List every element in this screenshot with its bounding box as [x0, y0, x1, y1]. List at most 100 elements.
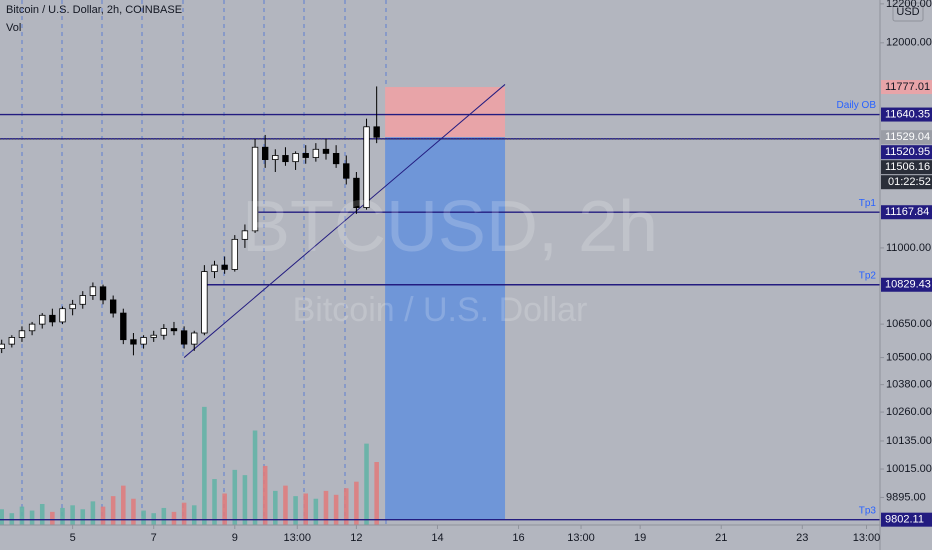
volume-bar	[212, 479, 217, 525]
volume-bar	[242, 475, 248, 525]
volume-bar	[110, 496, 116, 525]
candle-body	[79, 295, 86, 305]
candle-body	[160, 328, 168, 336]
candle-body	[49, 314, 56, 323]
watermark-subtitle: Bitcoin / U.S. Dollar	[293, 291, 588, 329]
volume-bar	[70, 505, 75, 525]
chart-title: Bitcoin / U.S. Dollar, 2h, COINBASE	[6, 4, 182, 16]
volume-bar	[293, 496, 298, 525]
x-tick-label: 14	[431, 532, 443, 544]
volume-bar	[303, 493, 308, 525]
x-tick-label: 13:00	[853, 532, 881, 544]
x-tick-label: 12	[350, 532, 362, 544]
x-tick-label: 5	[70, 532, 76, 544]
volume-label: Vol	[6, 22, 21, 34]
volume-bar	[283, 485, 288, 525]
volume-bar	[50, 511, 55, 525]
volume-bar	[222, 493, 227, 525]
candle-body	[332, 153, 340, 165]
plot	[0, 84, 880, 525]
price-label: 11529.04	[885, 131, 930, 143]
volume-bar	[90, 501, 96, 525]
volume-bar	[313, 498, 319, 525]
candle-body	[28, 323, 36, 332]
volume-bar	[19, 506, 25, 525]
trendline	[183, 84, 506, 358]
x-tick-label: 13:00	[567, 532, 595, 544]
price-label-box	[881, 277, 932, 292]
price-label: 11777.01	[885, 81, 930, 93]
currency-box[interactable]	[892, 2, 924, 22]
volume-bar	[262, 465, 268, 525]
countdown-box	[881, 175, 932, 190]
countdown: 01:22:52	[888, 176, 931, 188]
candle-body	[18, 330, 26, 338]
target-zone	[385, 137, 506, 520]
candle-body	[170, 328, 178, 332]
level-name: Tp3	[859, 505, 877, 516]
volume-bar	[60, 507, 65, 525]
volume-bar	[354, 481, 359, 525]
candle-body	[282, 155, 289, 163]
price-label: 10829.43	[885, 279, 931, 291]
y-tick-label: 10650.00	[886, 318, 932, 330]
price-label: 9802.11	[885, 514, 924, 526]
level-name: Tp2	[859, 270, 877, 281]
volume-bar	[374, 462, 379, 525]
candle-body	[59, 308, 66, 323]
x-tick-label: 13:00	[284, 532, 312, 544]
candle-body	[231, 238, 238, 270]
y-tick-label: 10500.00	[886, 351, 932, 363]
volume-bar	[252, 430, 258, 525]
candle-body	[211, 264, 218, 273]
y-tick-label: 10135.00	[886, 435, 932, 447]
y-tick-label: 12200.00	[886, 0, 932, 10]
candle-body	[39, 314, 46, 325]
volume-bar	[39, 504, 45, 525]
candle-body	[251, 146, 259, 232]
price-label-box	[881, 130, 932, 145]
price-label-box	[881, 512, 932, 527]
volume-bar	[29, 510, 35, 525]
volume-bar	[202, 406, 207, 525]
volume-bar	[181, 502, 187, 525]
candle-body	[363, 126, 370, 208]
candle-body	[353, 177, 360, 208]
candle-body	[191, 332, 198, 345]
candle-body	[150, 334, 157, 338]
volume-bar	[364, 443, 369, 525]
y-tick-label: 11000.00	[886, 242, 931, 254]
level-name: Daily OB	[837, 100, 877, 111]
x-tick-label: 16	[512, 532, 524, 544]
candle-body	[99, 286, 107, 301]
level-name: Tp1	[859, 198, 877, 209]
volume-bar	[333, 494, 339, 525]
volume-bar	[121, 485, 126, 525]
candle-body	[109, 299, 117, 314]
price-label: 11640.35	[885, 108, 930, 120]
volume-bar	[141, 510, 146, 525]
volume-bar	[131, 498, 136, 525]
price-label: 11506.16	[885, 161, 930, 173]
candle-body	[241, 230, 249, 240]
candle-body	[69, 303, 76, 310]
candle-body	[292, 153, 299, 163]
x-tick-label: 21	[715, 532, 727, 544]
candle-body	[130, 339, 137, 345]
price-label-box	[881, 80, 932, 95]
x-tick-label: 9	[232, 532, 238, 544]
volume-bar	[323, 490, 329, 525]
candle-body	[140, 337, 147, 345]
watermark: BTCUSD, 2h	[242, 187, 658, 267]
stop-zone	[385, 87, 506, 138]
candle-body	[221, 264, 228, 270]
volume-bar	[191, 505, 197, 525]
volume-bar	[232, 469, 238, 525]
currency: USD	[896, 6, 919, 18]
y-tick-label: 9895.00	[886, 491, 926, 503]
x-tick-label: 23	[796, 532, 808, 544]
volume-bar	[0, 509, 4, 525]
y-tick-label: 10260.00	[886, 406, 932, 418]
candle-body	[120, 312, 127, 341]
